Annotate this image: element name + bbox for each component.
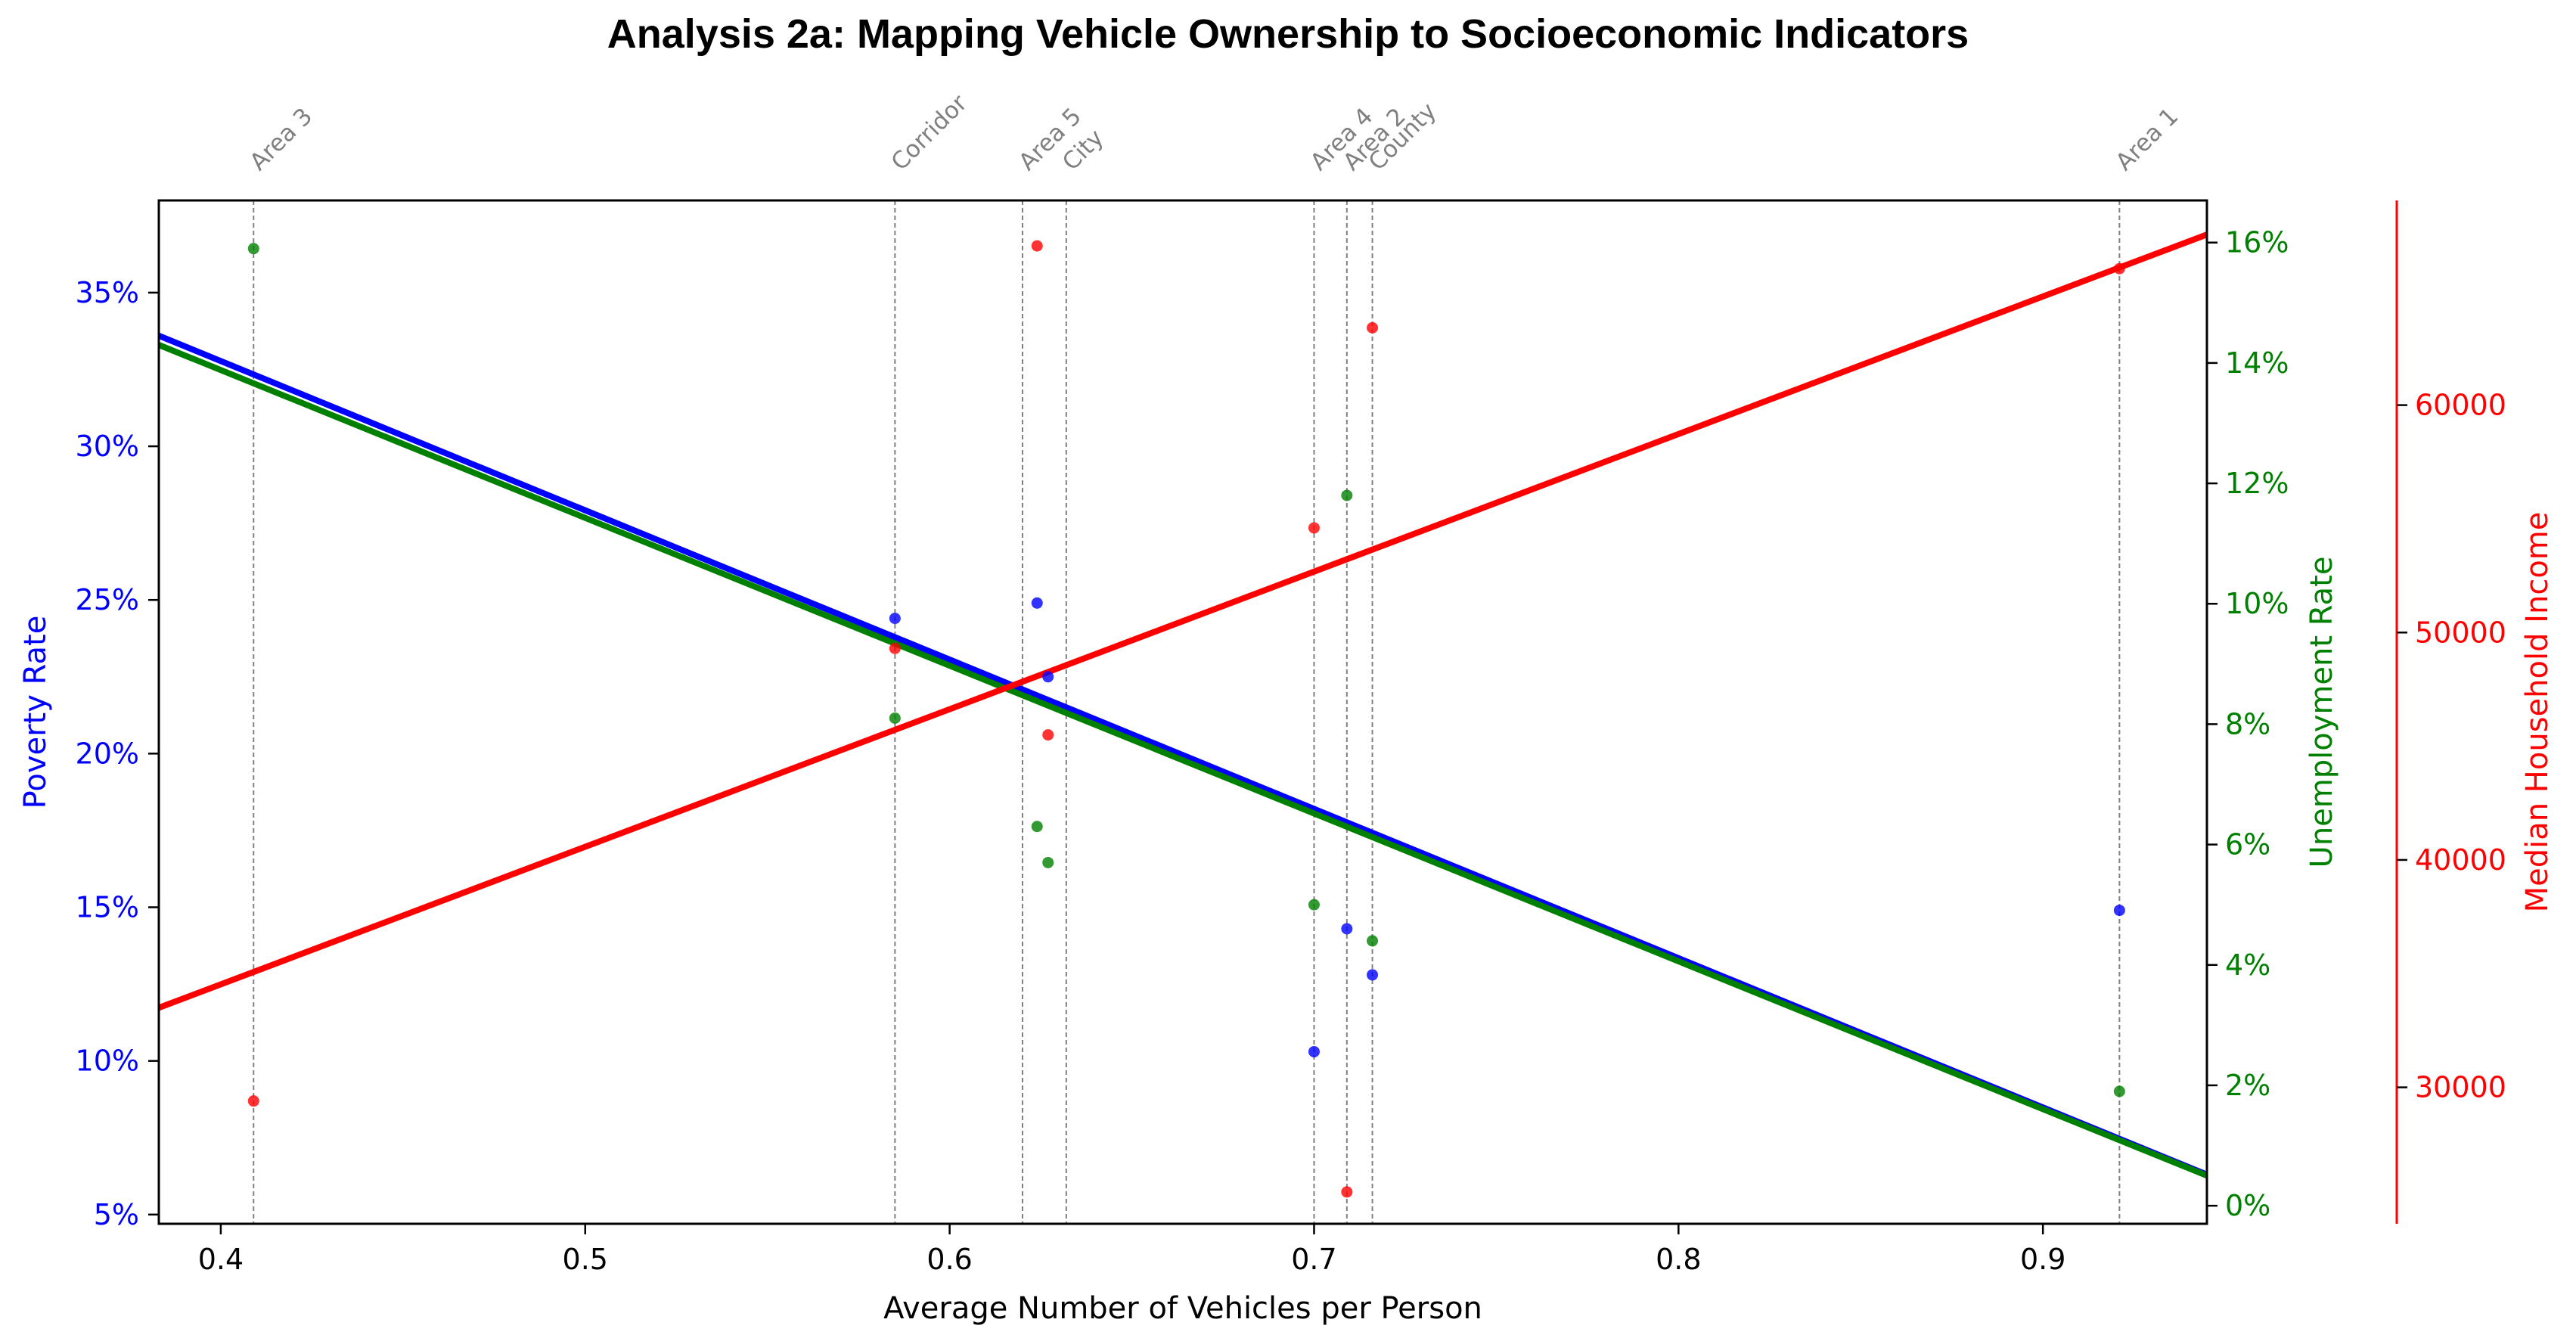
point-unemployment-7 — [2113, 1085, 2125, 1097]
y-tick-label-poverty-5: 30% — [76, 430, 139, 463]
point-poverty-0 — [889, 613, 901, 625]
axis-labels: Average Number of Vehicles per Person Pov… — [18, 512, 2555, 1326]
x-tick-label-0: 0.4 — [198, 1243, 244, 1276]
y-tick-label-poverty-3: 20% — [76, 737, 139, 770]
axes: 0.4 0.5 0.6 0.7 0.8 0.9 5% 10% 15% 20% 25% 30% 35% 0%… — [76, 199, 2506, 1276]
point-poverty-5 — [1367, 969, 1379, 981]
trend-line-unemployment — [157, 342, 2208, 1179]
x-tick-label-3: 0.7 — [1291, 1243, 1336, 1276]
chart-title: Analysis 2a: Mapping Vehicle Ownership t… — [607, 11, 1969, 57]
trend-line-income — [157, 231, 2208, 1011]
point-income-3 — [1042, 729, 1054, 741]
y-tick-label-unemployment-2: 4% — [2225, 948, 2270, 982]
y-axis-label-poverty: Poverty Rate — [18, 616, 53, 809]
point-unemployment-1 — [889, 712, 901, 724]
point-income-2 — [1031, 240, 1043, 252]
trend-lines — [157, 231, 2208, 1179]
point-unemployment-0 — [247, 243, 259, 255]
y-tick-label-income-1: 40000 — [2415, 843, 2506, 877]
point-income-6 — [1367, 321, 1379, 334]
area-label-1: Corridor — [886, 89, 973, 175]
point-income-0 — [247, 1095, 259, 1107]
x-tick-label-1: 0.5 — [563, 1243, 608, 1276]
x-tick-label-2: 0.6 — [926, 1243, 972, 1276]
point-income-5 — [1341, 1186, 1353, 1198]
plot-frame — [157, 199, 2208, 1225]
data-points — [247, 240, 2125, 1198]
point-income-4 — [1308, 522, 1320, 534]
y-tick-label-poverty-2: 15% — [76, 891, 139, 924]
y-tick-label-unemployment-6: 12% — [2225, 467, 2289, 500]
point-poverty-1 — [1031, 597, 1043, 609]
point-unemployment-6 — [1367, 935, 1379, 947]
x-tick-label-4: 0.8 — [1656, 1243, 1701, 1276]
y-axis-label-income: Median Household Income — [2520, 512, 2555, 913]
y-tick-label-unemployment-4: 8% — [2225, 707, 2270, 740]
y-tick-label-income-0: 30000 — [2415, 1071, 2506, 1104]
y-tick-label-unemployment-3: 6% — [2225, 828, 2270, 861]
point-unemployment-3 — [1042, 856, 1054, 868]
point-poverty-3 — [1308, 1045, 1320, 1057]
point-poverty-2 — [1042, 671, 1054, 683]
y-tick-label-unemployment-0: 0% — [2225, 1189, 2270, 1222]
y-tick-label-unemployment-7: 14% — [2225, 346, 2289, 380]
point-poverty-6 — [2113, 905, 2125, 917]
y-tick-label-poverty-0: 5% — [94, 1198, 139, 1231]
y-tick-label-poverty-1: 10% — [76, 1045, 139, 1078]
y-tick-label-poverty-4: 25% — [76, 583, 139, 616]
y-axis-label-unemployment: Unemployment Rate — [2304, 557, 2339, 868]
y-tick-label-income-2: 50000 — [2415, 616, 2506, 649]
y-tick-label-income-3: 60000 — [2415, 389, 2506, 422]
point-unemployment-2 — [1031, 821, 1043, 833]
point-unemployment-5 — [1341, 489, 1353, 501]
point-poverty-4 — [1341, 923, 1353, 935]
x-tick-label-5: 0.9 — [2020, 1243, 2065, 1276]
x-axis-label: Average Number of Vehicles per Person — [883, 1291, 1482, 1326]
point-income-7 — [2113, 262, 2125, 275]
y-tick-label-unemployment-1: 2% — [2225, 1069, 2270, 1102]
point-income-1 — [889, 642, 901, 654]
point-unemployment-4 — [1308, 899, 1320, 911]
area-label-0: Area 3 — [244, 103, 318, 176]
y-tick-label-poverty-6: 35% — [76, 276, 139, 309]
y-tick-label-unemployment-8: 16% — [2225, 226, 2289, 259]
y-tick-label-unemployment-5: 10% — [2225, 587, 2289, 620]
area-label-7: Area 1 — [2111, 103, 2184, 176]
